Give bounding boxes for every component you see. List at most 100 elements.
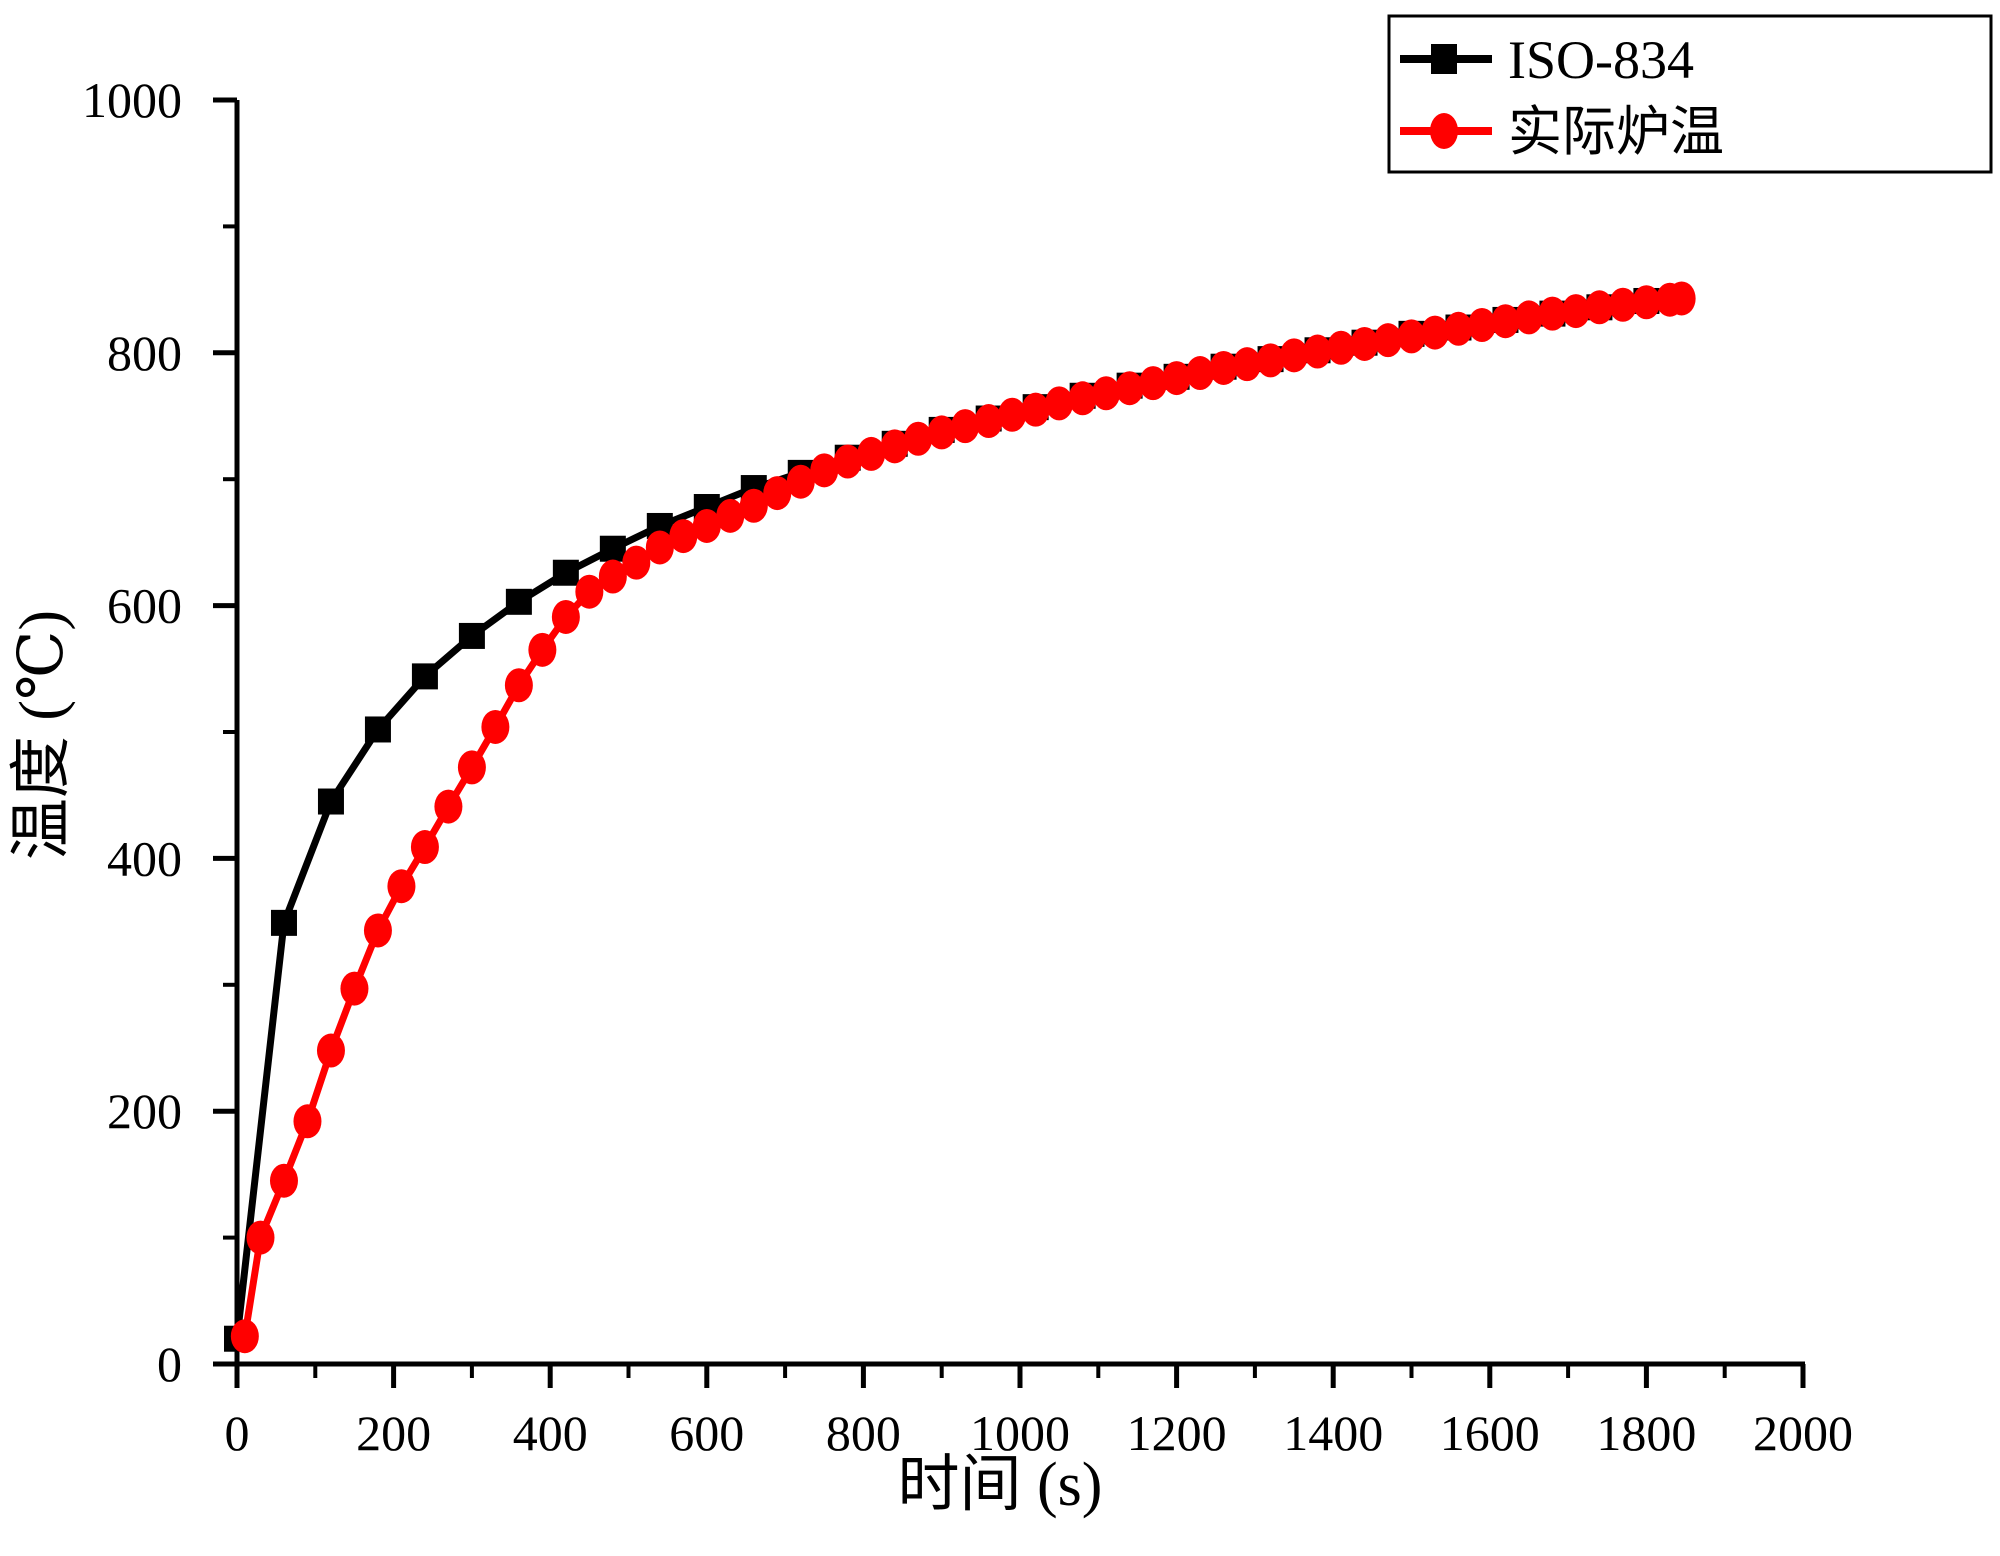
y-tick-label: 800 bbox=[107, 325, 182, 381]
data-point-circle bbox=[1561, 294, 1590, 329]
y-tick-label: 0 bbox=[157, 1336, 182, 1392]
data-point-circle bbox=[739, 488, 768, 523]
data-point-circle bbox=[269, 1163, 298, 1198]
legend-entry-iso834: ISO-834 bbox=[1400, 30, 1694, 90]
data-point-circle bbox=[998, 397, 1027, 432]
data-point-circle bbox=[1397, 319, 1426, 354]
data-point-circle bbox=[857, 436, 886, 471]
data-point-circle bbox=[1233, 347, 1262, 382]
x-tick-label: 800 bbox=[826, 1405, 901, 1461]
x-tick-label: 1000 bbox=[970, 1405, 1070, 1461]
data-point-circle bbox=[1162, 361, 1191, 396]
y-tick-label: 600 bbox=[107, 578, 182, 634]
data-point-circle bbox=[1374, 323, 1403, 358]
y-tick-label: 200 bbox=[107, 1083, 182, 1139]
data-point-circle bbox=[833, 444, 862, 479]
data-point-circle bbox=[410, 830, 439, 865]
data-point-circle bbox=[1045, 386, 1074, 421]
data-point-circle bbox=[481, 709, 510, 744]
data-point-circle bbox=[880, 429, 909, 464]
data-point-circle bbox=[692, 508, 721, 543]
data-point-square bbox=[411, 663, 438, 690]
data-point-circle bbox=[904, 421, 933, 456]
data-point-circle bbox=[246, 1220, 275, 1255]
series-line-1 bbox=[241, 294, 1686, 1340]
x-tick-label: 0 bbox=[225, 1405, 250, 1461]
x-tick-label: 400 bbox=[513, 1405, 588, 1461]
data-point-circle bbox=[669, 519, 698, 554]
plot-area: 0 200 400 600 800 1000 1200 1400 1600 1800 2000 0 20… bbox=[82, 72, 1853, 1461]
x-axis-title: 时间 (s) bbox=[898, 1451, 1103, 1519]
data-point-circle bbox=[363, 913, 392, 948]
y-axis-title: 温度 (℃) bbox=[8, 610, 76, 860]
data-point-circle bbox=[1420, 315, 1449, 350]
data-point-circle bbox=[316, 1033, 345, 1068]
data-point-circle bbox=[1092, 376, 1121, 411]
data-point-circle bbox=[1209, 350, 1238, 385]
data-point-circle bbox=[387, 869, 416, 904]
data-point-square bbox=[364, 716, 391, 743]
data-point-circle bbox=[230, 1319, 259, 1354]
data-point-circle bbox=[810, 453, 839, 488]
data-point-circle bbox=[504, 668, 533, 703]
data-point-circle bbox=[1538, 296, 1567, 331]
data-point-circle bbox=[1256, 343, 1285, 378]
y-tick-label: 400 bbox=[107, 830, 182, 886]
x-tick-label: 2000 bbox=[1753, 1405, 1853, 1461]
data-point-circle bbox=[1139, 366, 1168, 401]
legend-entry-actual-furnace-temp: 实际炉温 bbox=[1400, 102, 1724, 162]
data-point-circle bbox=[645, 530, 674, 565]
data-point-circle bbox=[340, 971, 369, 1006]
data-point-circle bbox=[1068, 381, 1097, 416]
data-point-circle bbox=[528, 632, 557, 667]
data-point-square bbox=[270, 909, 297, 936]
data-point-square bbox=[458, 622, 485, 649]
data-point-square bbox=[552, 559, 579, 586]
data-point-square bbox=[317, 788, 344, 815]
data-point-circle bbox=[598, 559, 627, 594]
data-point-circle bbox=[457, 750, 486, 785]
data-point-circle bbox=[1350, 326, 1379, 361]
data-point-circle bbox=[763, 476, 792, 511]
x-tick-label: 1600 bbox=[1440, 1405, 1540, 1461]
x-tick-label: 1400 bbox=[1283, 1405, 1383, 1461]
data-point-circle bbox=[1491, 304, 1520, 339]
data-point-circle bbox=[1608, 287, 1637, 322]
data-point-circle bbox=[1115, 371, 1144, 406]
x-tick-label: 1200 bbox=[1127, 1405, 1227, 1461]
legend-circle-marker-icon bbox=[1430, 113, 1458, 149]
data-point-circle bbox=[1280, 338, 1309, 373]
data-point-square bbox=[599, 535, 626, 562]
y-tick-label: 1000 bbox=[82, 72, 182, 128]
legend-square-marker-icon bbox=[1431, 44, 1457, 74]
legend-label-actual-furnace-temp: 实际炉温 bbox=[1508, 102, 1724, 162]
data-point-circle bbox=[1327, 330, 1356, 365]
data-point-circle bbox=[786, 464, 815, 499]
data-point-circle bbox=[716, 498, 745, 533]
data-point-circle bbox=[1667, 281, 1696, 316]
data-point-square bbox=[505, 588, 532, 615]
x-tick-label: 200 bbox=[356, 1405, 431, 1461]
data-point-circle bbox=[1585, 290, 1614, 325]
data-point-circle bbox=[575, 574, 604, 609]
data-point-circle bbox=[927, 415, 956, 450]
data-point-circle bbox=[622, 545, 651, 580]
data-point-circle bbox=[951, 409, 980, 444]
x-tick-label: 1800 bbox=[1596, 1405, 1696, 1461]
legend-label-iso834: ISO-834 bbox=[1508, 30, 1694, 90]
data-point-circle bbox=[551, 599, 580, 634]
legend: ISO-834 实际炉温 bbox=[1387, 14, 1993, 174]
data-point-circle bbox=[1186, 356, 1215, 391]
data-point-circle bbox=[1467, 307, 1496, 342]
data-point-circle bbox=[974, 404, 1003, 439]
data-point-circle bbox=[1021, 392, 1050, 427]
data-point-circle bbox=[293, 1104, 322, 1139]
x-tick-label: 600 bbox=[669, 1405, 744, 1461]
legend-box bbox=[1387, 14, 1993, 174]
data-point-circle bbox=[1632, 285, 1661, 320]
data-point-circle bbox=[1303, 334, 1332, 369]
data-point-circle bbox=[1514, 300, 1543, 335]
data-point-circle bbox=[1444, 311, 1473, 346]
